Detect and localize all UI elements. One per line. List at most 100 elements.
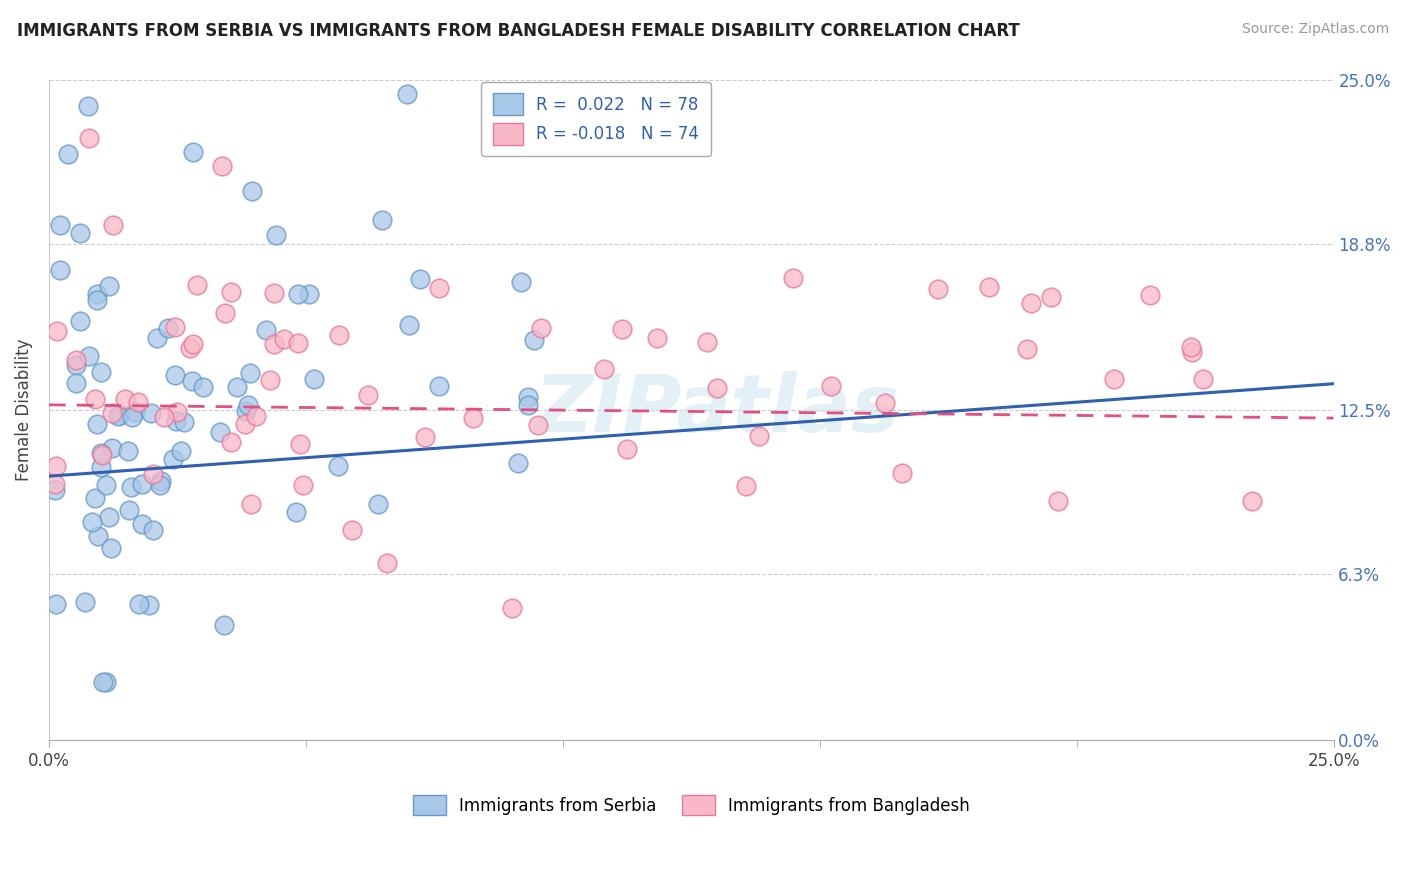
Point [80,515,103,529]
Point [527,417,550,432]
Point [398,318,420,332]
Point [170,444,193,458]
Point [371,213,394,227]
Point [927,282,949,296]
Point [235,404,257,418]
Point [1241,494,1264,508]
Point [142,467,165,481]
Point [146,331,169,345]
Point [1015,342,1038,356]
Point [254,323,277,337]
Point [77,99,100,113]
Point [108,408,131,422]
Point [163,368,186,383]
Point [84,491,107,506]
Point [77,349,100,363]
Point [97,510,120,524]
Point [163,320,186,334]
Point [69,226,91,240]
Point [235,417,257,431]
Point [165,414,187,428]
Point [121,409,143,424]
Point [288,436,311,450]
Point [124,405,146,419]
Point [152,409,174,424]
Point [1019,295,1042,310]
Point [273,332,295,346]
Point [259,373,281,387]
Point [506,456,529,470]
Point [90,365,112,379]
Point [226,380,249,394]
Point [461,410,484,425]
Point [328,458,350,473]
Point [91,448,114,462]
Point [367,497,389,511]
Point [510,276,533,290]
Point [96,477,118,491]
Point [69,314,91,328]
Point [647,331,669,345]
Point [100,541,122,555]
Point [516,390,538,404]
Point [1181,344,1204,359]
Point [120,480,142,494]
Point [179,341,201,355]
Point [56,147,79,161]
Point [86,286,108,301]
Point [156,321,179,335]
Point [128,597,150,611]
Point [75,595,97,609]
Point [44,483,66,497]
Point [530,320,553,334]
Point [46,324,69,338]
Point [264,227,287,242]
Point [77,131,100,145]
Point [375,556,398,570]
Point [523,334,546,348]
Text: IMMIGRANTS FROM SERBIA VS IMMIGRANTS FROM BANGLADESH FEMALE DISABILITY CORRELATI: IMMIGRANTS FROM SERBIA VS IMMIGRANTS FRO… [17,22,1019,40]
Point [211,159,233,173]
Point [117,444,139,458]
Point [214,306,236,320]
Point [103,219,125,233]
Point [1180,340,1202,354]
Point [427,281,450,295]
Point [263,286,285,301]
Point [219,285,242,299]
Point [114,392,136,406]
Point [162,452,184,467]
Point [86,417,108,432]
Point [90,445,112,459]
Point [240,497,263,511]
Point [65,376,87,390]
Point [610,322,633,336]
Y-axis label: Female Disability: Female Disability [15,339,32,482]
Point [90,459,112,474]
Legend: Immigrants from Serbia, Immigrants from Bangladesh: Immigrants from Serbia, Immigrants from … [406,789,977,822]
Point [1039,290,1062,304]
Point [304,372,326,386]
Point [44,477,66,491]
Point [83,392,105,407]
Point [131,516,153,531]
Point [149,478,172,492]
Point [1046,494,1069,508]
Point [245,409,267,424]
Point [131,476,153,491]
Point [141,406,163,420]
Point [747,429,769,443]
Point [395,87,418,101]
Point [287,336,309,351]
Point [150,475,173,489]
Point [820,378,842,392]
Point [180,374,202,388]
Point [239,366,262,380]
Point [191,380,214,394]
Point [977,280,1000,294]
Point [212,618,235,632]
Point [409,272,432,286]
Point [735,479,758,493]
Point [592,362,614,376]
Text: ZIPatlas: ZIPatlas [534,371,900,450]
